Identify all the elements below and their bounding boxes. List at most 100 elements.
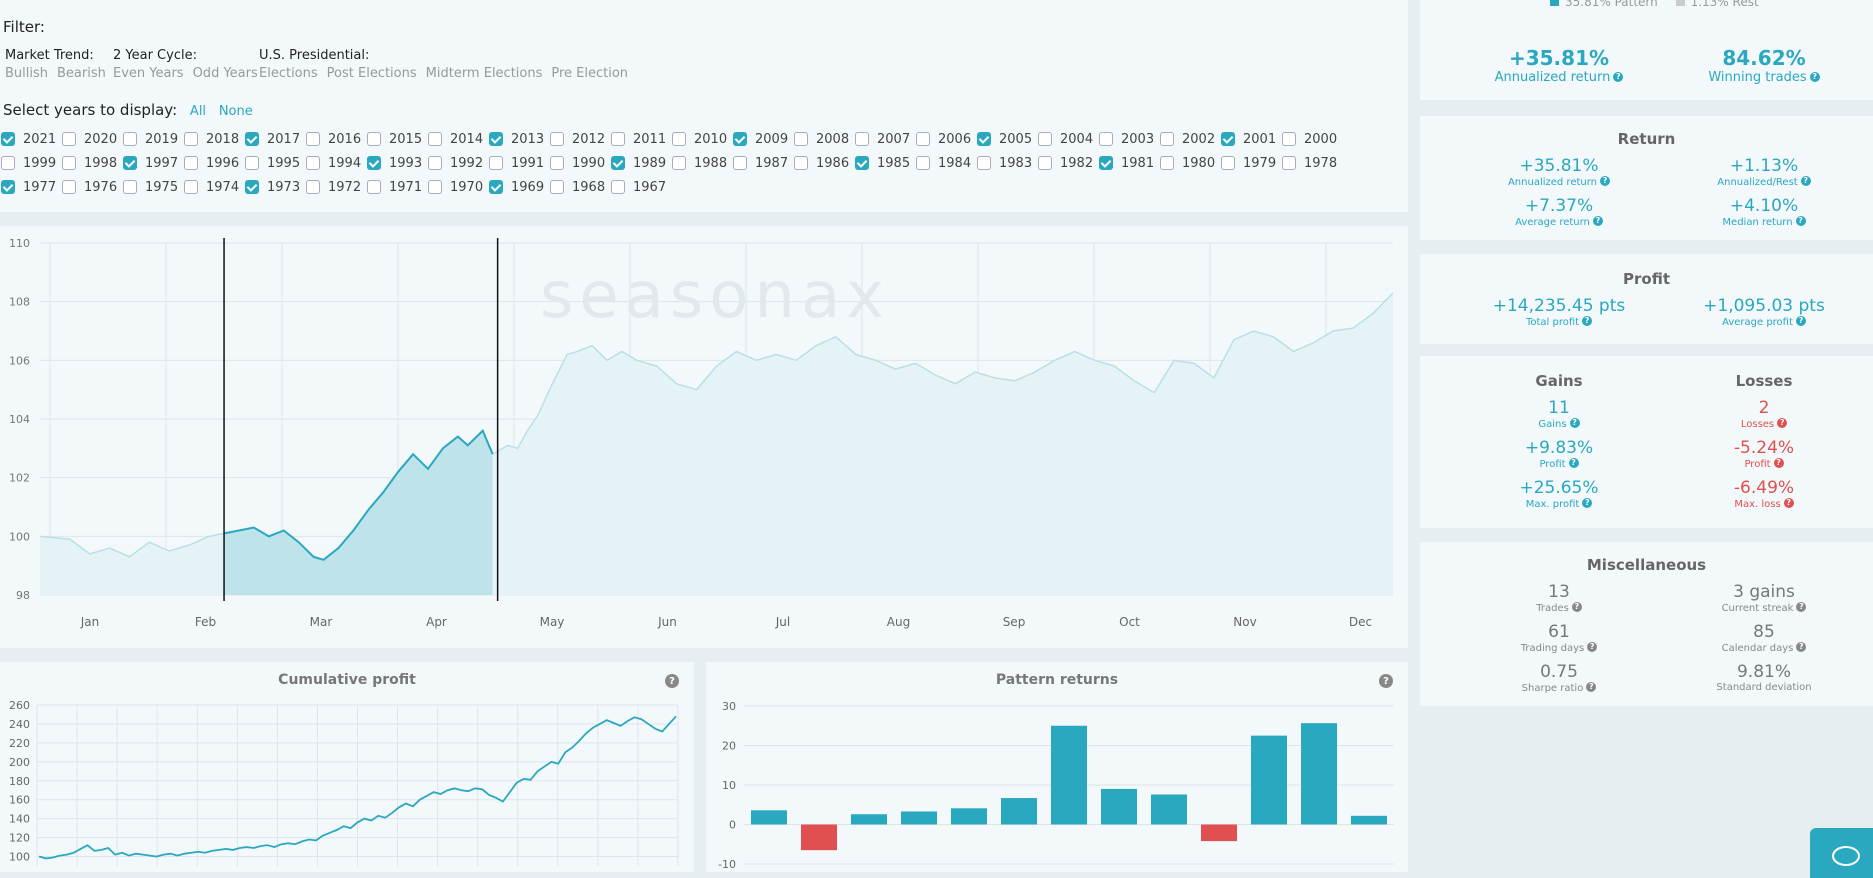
- checkbox[interactable]: [1038, 156, 1052, 170]
- year-checkbox-1967[interactable]: 1967: [611, 178, 666, 196]
- help-icon[interactable]: [1586, 682, 1597, 692]
- year-checkbox-1970[interactable]: 1970: [428, 178, 483, 196]
- year-checkbox-2012[interactable]: 2012: [550, 130, 605, 148]
- checkbox[interactable]: [550, 156, 564, 170]
- year-checkbox-1978[interactable]: 1978: [1282, 154, 1337, 172]
- help-icon[interactable]: [1777, 418, 1788, 428]
- checkbox[interactable]: [428, 180, 442, 194]
- filter-post-elections[interactable]: Post Elections: [326, 66, 417, 81]
- checkbox[interactable]: [794, 132, 808, 146]
- filter-odd-years[interactable]: Odd Years: [192, 66, 258, 81]
- checkbox[interactable]: [1221, 132, 1235, 146]
- help-icon[interactable]: [1582, 316, 1593, 326]
- year-checkbox-1999[interactable]: 1999: [1, 154, 56, 172]
- checkbox[interactable]: [367, 156, 381, 170]
- checkbox[interactable]: [550, 180, 564, 194]
- year-checkbox-1994[interactable]: 1994: [306, 154, 361, 172]
- checkbox[interactable]: [489, 132, 503, 146]
- year-checkbox-1975[interactable]: 1975: [123, 178, 178, 196]
- filter-midterm-elections[interactable]: Midterm Elections: [425, 66, 543, 81]
- help-icon[interactable]: [1795, 216, 1806, 226]
- year-checkbox-1996[interactable]: 1996: [184, 154, 239, 172]
- checkbox[interactable]: [1160, 132, 1174, 146]
- checkbox[interactable]: [123, 156, 137, 170]
- help-icon[interactable]: [1796, 642, 1807, 652]
- year-checkbox-1985[interactable]: 1985: [855, 154, 910, 172]
- year-checkbox-2008[interactable]: 2008: [794, 130, 849, 148]
- checkbox[interactable]: [306, 180, 320, 194]
- filter-elections[interactable]: Elections: [259, 66, 318, 81]
- year-checkbox-2004[interactable]: 2004: [1038, 130, 1093, 148]
- checkbox[interactable]: [306, 156, 320, 170]
- year-checkbox-1992[interactable]: 1992: [428, 154, 483, 172]
- help-icon[interactable]: [1796, 602, 1807, 612]
- year-checkbox-2010[interactable]: 2010: [672, 130, 727, 148]
- help-icon[interactable]: [1600, 176, 1611, 186]
- checkbox[interactable]: [245, 180, 259, 194]
- year-checkbox-1991[interactable]: 1991: [489, 154, 544, 172]
- year-checkbox-1972[interactable]: 1972: [306, 178, 361, 196]
- checkbox[interactable]: [489, 156, 503, 170]
- checkbox[interactable]: [1160, 156, 1174, 170]
- year-checkbox-1997[interactable]: 1997: [123, 154, 178, 172]
- year-checkbox-1980[interactable]: 1980: [1160, 154, 1215, 172]
- filter-pre-election[interactable]: Pre Election: [551, 66, 629, 81]
- checkbox[interactable]: [733, 156, 747, 170]
- help-icon[interactable]: [1795, 316, 1806, 326]
- checkbox[interactable]: [672, 156, 686, 170]
- year-checkbox-1976[interactable]: 1976: [62, 178, 117, 196]
- year-checkbox-2006[interactable]: 2006: [916, 130, 971, 148]
- help-icon[interactable]: [1569, 418, 1580, 428]
- checkbox[interactable]: [1038, 132, 1052, 146]
- year-checkbox-2015[interactable]: 2015: [367, 130, 422, 148]
- checkbox[interactable]: [611, 180, 625, 194]
- checkbox[interactable]: [1099, 156, 1113, 170]
- year-checkbox-1974[interactable]: 1974: [184, 178, 239, 196]
- help-icon[interactable]: [1613, 72, 1624, 82]
- select-none-link[interactable]: None: [218, 104, 253, 119]
- checkbox[interactable]: [794, 156, 808, 170]
- year-checkbox-1981[interactable]: 1981: [1099, 154, 1154, 172]
- year-checkbox-2017[interactable]: 2017: [245, 130, 300, 148]
- year-checkbox-1988[interactable]: 1988: [672, 154, 727, 172]
- checkbox[interactable]: [367, 132, 381, 146]
- help-icon[interactable]: [1571, 602, 1582, 612]
- help-icon[interactable]: [1587, 642, 1598, 652]
- checkbox[interactable]: [428, 156, 442, 170]
- select-all-link[interactable]: All: [189, 104, 207, 119]
- checkbox[interactable]: [1, 180, 15, 194]
- help-icon[interactable]: [1592, 216, 1603, 226]
- filter-bearish[interactable]: Bearish: [57, 66, 106, 81]
- year-checkbox-2005[interactable]: 2005: [977, 130, 1032, 148]
- help-icon[interactable]: [1568, 458, 1579, 468]
- year-checkbox-2021[interactable]: 2021: [1, 130, 56, 148]
- year-checkbox-1969[interactable]: 1969: [489, 178, 544, 196]
- year-checkbox-1990[interactable]: 1990: [550, 154, 605, 172]
- checkbox[interactable]: [245, 156, 259, 170]
- year-checkbox-1973[interactable]: 1973: [245, 178, 300, 196]
- checkbox[interactable]: [367, 180, 381, 194]
- year-checkbox-1971[interactable]: 1971: [367, 178, 422, 196]
- year-checkbox-2000[interactable]: 2000: [1282, 130, 1337, 148]
- year-checkbox-1986[interactable]: 1986: [794, 154, 849, 172]
- checkbox[interactable]: [1099, 132, 1113, 146]
- help-icon[interactable]: [1773, 458, 1784, 468]
- filter-even-years[interactable]: Even Years: [113, 66, 184, 81]
- year-checkbox-1993[interactable]: 1993: [367, 154, 422, 172]
- checkbox[interactable]: [550, 132, 564, 146]
- checkbox[interactable]: [611, 132, 625, 146]
- year-checkbox-2014[interactable]: 2014: [428, 130, 483, 148]
- checkbox[interactable]: [1282, 132, 1296, 146]
- checkbox[interactable]: [1221, 156, 1235, 170]
- seasonal-chart[interactable]: 98 100 102 104 106 108 110 Jan Feb Mar Apr May Jun Ju…: [0, 226, 1408, 648]
- checkbox[interactable]: [611, 156, 625, 170]
- year-checkbox-2019[interactable]: 2019: [123, 130, 178, 148]
- year-checkbox-1987[interactable]: 1987: [733, 154, 788, 172]
- year-checkbox-2001[interactable]: 2001: [1221, 130, 1276, 148]
- year-checkbox-2011[interactable]: 2011: [611, 130, 666, 148]
- checkbox[interactable]: [184, 156, 198, 170]
- checkbox[interactable]: [733, 132, 747, 146]
- help-icon[interactable]: [1809, 72, 1820, 82]
- checkbox[interactable]: [245, 132, 259, 146]
- year-checkbox-1979[interactable]: 1979: [1221, 154, 1276, 172]
